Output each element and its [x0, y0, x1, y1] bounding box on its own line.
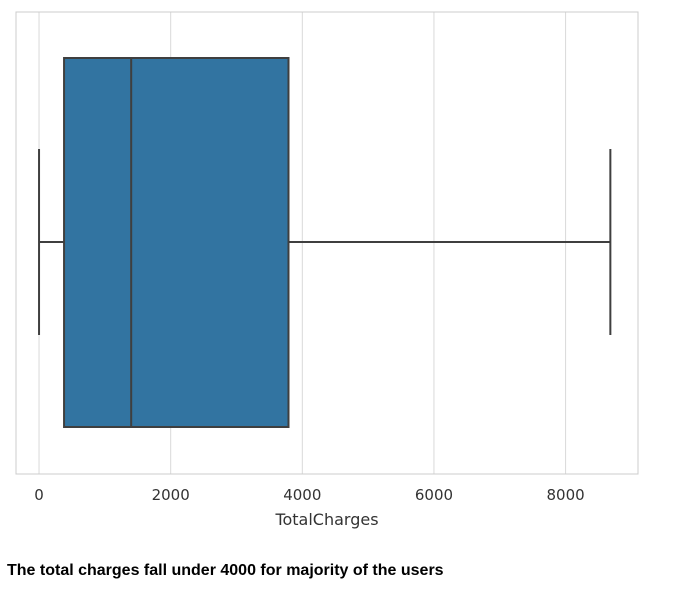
boxplot-chart: 0 2000 4000 6000 8000 TotalCharges	[15, 11, 639, 529]
iqr-box	[63, 57, 290, 428]
chart-caption: The total charges fall under 4000 for ma…	[7, 562, 444, 579]
box-marks	[38, 57, 612, 428]
plot-frame	[15, 11, 639, 475]
tick-label: 6000	[415, 486, 453, 504]
tick-label: 2000	[152, 486, 190, 504]
x-tick-labels: 0 2000 4000 6000 8000	[34, 486, 584, 504]
tick-label: 4000	[283, 486, 321, 504]
tick-label: 8000	[547, 486, 585, 504]
tick-label: 0	[34, 486, 44, 504]
x-axis-label: TotalCharges	[274, 510, 378, 529]
